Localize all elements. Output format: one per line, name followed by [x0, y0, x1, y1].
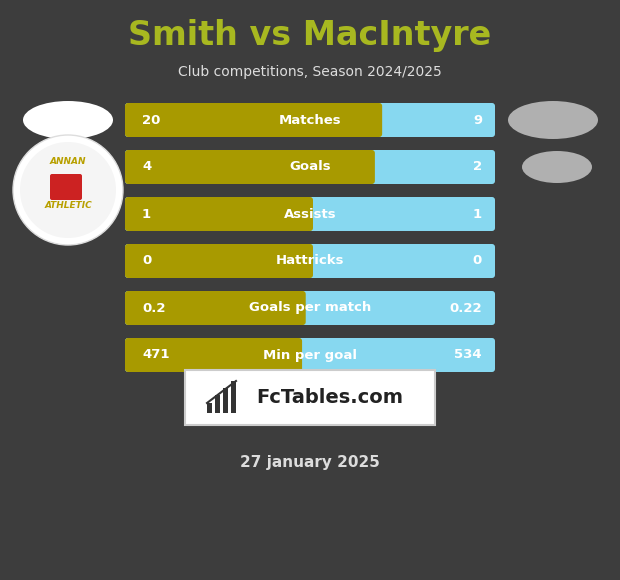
Bar [300, 200, 310, 228]
Text: Goals per match: Goals per match [249, 302, 371, 314]
Text: 534: 534 [454, 349, 482, 361]
Bar [207, 403, 212, 413]
Text: 2: 2 [473, 161, 482, 173]
Bar [300, 247, 310, 275]
Text: Smith vs MacIntyre: Smith vs MacIntyre [128, 19, 492, 52]
Circle shape [20, 142, 116, 238]
Text: Assists: Assists [284, 208, 336, 220]
Bar [369, 106, 379, 134]
Ellipse shape [508, 101, 598, 139]
Text: 0: 0 [142, 255, 151, 267]
Bar [231, 381, 236, 413]
Text: Goals: Goals [289, 161, 331, 173]
Text: 27 january 2025: 27 january 2025 [240, 455, 380, 469]
Text: Matches: Matches [278, 114, 342, 126]
Text: Min per goal: Min per goal [263, 349, 357, 361]
Bar [289, 341, 299, 369]
FancyBboxPatch shape [125, 150, 375, 184]
FancyBboxPatch shape [125, 197, 313, 231]
FancyBboxPatch shape [125, 338, 495, 372]
Text: 9: 9 [473, 114, 482, 126]
Text: 471: 471 [142, 349, 169, 361]
Bar [215, 395, 220, 413]
Text: 20: 20 [142, 114, 161, 126]
Text: ATHLETIC: ATHLETIC [44, 201, 92, 209]
Text: 0.2: 0.2 [142, 302, 166, 314]
Text: 4: 4 [142, 161, 151, 173]
FancyBboxPatch shape [125, 103, 382, 137]
FancyBboxPatch shape [125, 338, 302, 372]
Text: Club competitions, Season 2024/2025: Club competitions, Season 2024/2025 [178, 65, 442, 79]
FancyBboxPatch shape [125, 244, 313, 278]
Bar [223, 388, 228, 413]
Text: 1: 1 [473, 208, 482, 220]
Ellipse shape [522, 151, 592, 183]
FancyBboxPatch shape [185, 370, 435, 425]
Ellipse shape [23, 101, 113, 139]
Text: 1: 1 [142, 208, 151, 220]
Text: 0: 0 [472, 255, 482, 267]
Text: FcTables.com: FcTables.com [257, 388, 404, 407]
Circle shape [13, 135, 123, 245]
Text: Hattricks: Hattricks [276, 255, 344, 267]
FancyBboxPatch shape [125, 291, 306, 325]
FancyBboxPatch shape [125, 291, 495, 325]
Text: ANNAN: ANNAN [50, 158, 86, 166]
FancyBboxPatch shape [125, 103, 495, 137]
Bar [362, 153, 372, 181]
Text: 0.22: 0.22 [450, 302, 482, 314]
FancyBboxPatch shape [125, 197, 495, 231]
FancyBboxPatch shape [125, 150, 495, 184]
Bar [293, 294, 303, 322]
FancyBboxPatch shape [125, 244, 495, 278]
FancyBboxPatch shape [50, 174, 82, 200]
